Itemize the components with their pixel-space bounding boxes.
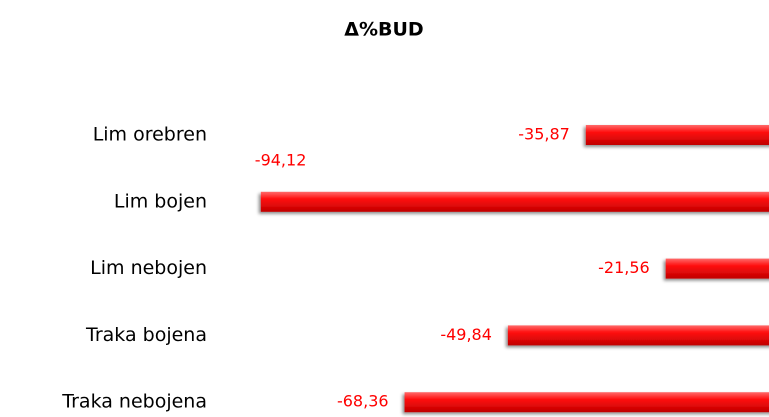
data-label: -35,87	[518, 125, 570, 144]
y-tick-label: Lim orebren	[93, 124, 207, 146]
y-tick-label: Lim bojen	[114, 190, 207, 212]
data-label: -49,84	[440, 325, 492, 344]
bar	[260, 191, 769, 212]
y-tick-label: Lim nebojen	[90, 257, 207, 279]
data-label: -94,12	[255, 150, 307, 169]
data-label: -21,56	[598, 258, 650, 277]
bar	[665, 258, 769, 279]
y-tick-label: Traka nebojena	[61, 391, 207, 413]
data-label: -68,36	[337, 392, 389, 411]
bar	[507, 325, 769, 346]
chart-title: Δ%BUD	[344, 19, 423, 41]
bar	[585, 125, 769, 145]
bar	[404, 392, 769, 413]
y-tick-label: Traka bojena	[85, 324, 207, 346]
